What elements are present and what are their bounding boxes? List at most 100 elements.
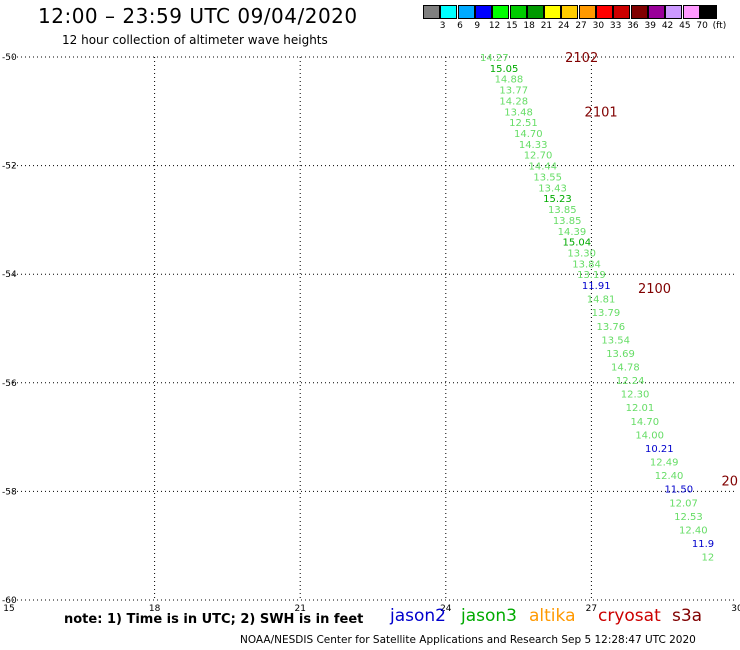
y-tick-labels: -50 -52 -54 -56 -58 -60: [2, 53, 17, 606]
colorbar-swatch: [630, 5, 648, 19]
x-tick-label: 27: [586, 604, 597, 614]
pass-annotations: 2102 2101 2100 20: [565, 51, 738, 490]
colorbar-swatch: [526, 5, 544, 19]
wave-height-point: 13.48: [504, 107, 533, 118]
y-tick-label: -58: [2, 487, 17, 497]
wave-height-point: 12.70: [524, 151, 553, 162]
x-tick-label: 18: [149, 604, 161, 614]
wave-height-point: 11.91: [582, 281, 611, 292]
wave-height-point: 13.69: [606, 349, 635, 360]
y-tick-label: -52: [2, 162, 17, 172]
pass-annotation: 2100: [638, 282, 671, 297]
x-tick-label: 24: [440, 604, 452, 614]
grid-lines: [9, 56, 737, 601]
colorbar-label: 33: [609, 21, 622, 31]
wave-height-point: 12.53: [674, 512, 703, 523]
legend-altika: altika: [529, 606, 576, 626]
wave-height-point: 12.30: [621, 390, 650, 401]
colorbar-swatch: [457, 5, 475, 19]
wave-height-labels: 14.2715.0514.8813.7714.2813.4812.5114.70…: [480, 53, 714, 564]
wave-height-point: 15.04: [563, 238, 592, 249]
colorbar-swatch: [647, 5, 665, 19]
wave-height-point: 12.40: [655, 471, 684, 482]
page-title: 12:00 – 23:59 UTC 09/04/2020: [38, 4, 358, 28]
colorbar-swatch: [613, 5, 631, 19]
colorbar-swatch: [561, 5, 579, 19]
colorbar-label: 18: [523, 21, 535, 31]
pass-annotation: 20: [721, 475, 738, 490]
wave-height-point: 14.44: [529, 162, 558, 173]
colorbar-swatch: [509, 5, 527, 19]
wave-height-point: 14.88: [495, 75, 524, 86]
wave-height-point: 11.50: [664, 485, 693, 496]
colorbar-label: 21: [540, 21, 553, 31]
footer-note: note: 1) Time is in UTC; 2) SWH is in fe…: [64, 612, 364, 627]
wave-height-point: 15.05: [490, 64, 519, 75]
colorbar-label: 36: [627, 21, 639, 31]
colorbar-swatch: [492, 5, 510, 19]
colorbar-label: 45: [679, 21, 691, 31]
wave-height-point: 13.85: [553, 216, 582, 227]
legend-s3a: s3a: [672, 606, 703, 626]
wave-height-point: 13.43: [538, 183, 567, 194]
wave-height-point: 12.24: [616, 376, 645, 387]
wave-height-point: 14.70: [514, 129, 543, 140]
wave-height-point: 12.51: [509, 118, 538, 129]
wave-height-point: 13.54: [601, 335, 630, 346]
colorbar-label: 12: [488, 21, 501, 31]
colorbar-swatch: [474, 5, 492, 19]
wave-height-point: 14.70: [630, 417, 659, 428]
legend-cryosat: cryosat: [598, 606, 661, 626]
wave-height-point: 14.28: [499, 96, 528, 107]
wave-height-point: 14.78: [611, 363, 640, 374]
colorbar-swatch: [665, 5, 683, 19]
wave-height-point: 15.23: [543, 194, 572, 205]
wave-height-point: 13.79: [592, 308, 621, 319]
colorbar-label: 39: [644, 21, 656, 31]
legend-jason3: jason3: [461, 606, 517, 626]
colorbar-swatch: [682, 5, 700, 19]
colorbar-label: 27: [575, 21, 587, 31]
colorbar-label: 24: [558, 21, 570, 31]
wave-height-point: 12.49: [650, 458, 679, 469]
wave-height-point: 13.84: [572, 259, 601, 270]
footer-credit: NOAA/NESDIS Center for Satellite Applica…: [240, 634, 696, 646]
x-tick-label: 21: [294, 604, 305, 614]
x-tick-label: 15: [3, 604, 14, 614]
colorbar-swatch: [699, 5, 717, 19]
colorbar-label: 9: [474, 21, 481, 31]
wave-height-point: 13.55: [533, 172, 562, 183]
wave-height-point: 12.07: [669, 498, 698, 509]
wave-height-point: 14.33: [519, 140, 548, 151]
wave-height-point: 14.27: [480, 53, 509, 64]
colorbar-label: 70: [696, 21, 708, 31]
wave-height-point: 14.81: [587, 295, 616, 306]
x-tick-labels: 15 18 21 24 27 30: [3, 604, 740, 614]
legend-jason2: jason2: [390, 606, 446, 626]
wave-height-point: 13.19: [577, 270, 606, 281]
wave-height-point: 13.85: [548, 205, 577, 216]
colorbar-label: 3: [439, 21, 446, 31]
wave-height-point: 13.30: [567, 248, 596, 259]
y-tick-label: -60: [2, 596, 17, 606]
page-subtitle: 12 hour collection of altimeter wave hei…: [62, 33, 328, 47]
colorbar-label: 15: [506, 21, 518, 31]
colorbar-label: 42: [661, 21, 674, 31]
wave-height-point: 11.9: [692, 539, 714, 550]
wave-height-point: 14.00: [635, 430, 664, 441]
y-tick-label: -50: [2, 53, 17, 63]
wave-height-point: 14.39: [558, 227, 587, 238]
wave-height-point: 12.40: [679, 525, 708, 536]
colorbar-label: 6: [457, 21, 463, 31]
y-tick-label: -56: [2, 379, 17, 389]
pass-annotation: 2102: [565, 51, 598, 66]
colorbar-label: 30: [592, 21, 605, 31]
colorbar-swatch: [440, 5, 458, 19]
colorbar-swatch: [596, 5, 613, 19]
y-tick-label: -54: [2, 270, 17, 280]
pass-annotation: 2101: [585, 105, 618, 120]
colorbar-swatch: [578, 5, 596, 19]
x-tick-label: 30: [731, 604, 740, 614]
wave-height-point: 10.21: [645, 444, 674, 455]
